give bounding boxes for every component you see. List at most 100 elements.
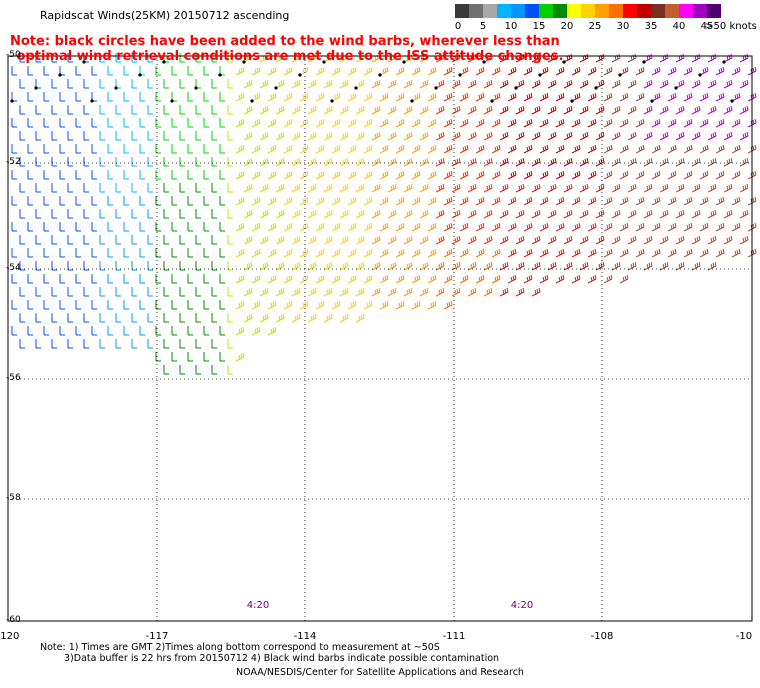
wind-barb [435, 235, 445, 245]
wind-barb [643, 235, 653, 245]
colorbar-swatch [525, 4, 539, 18]
wind-barb [203, 92, 209, 102]
wind-barb [699, 92, 709, 102]
wind-barb [483, 157, 493, 167]
wind-barb [443, 144, 453, 154]
wind-barb [563, 209, 573, 219]
wind-barb [627, 261, 637, 271]
wind-barb [683, 118, 693, 128]
wind-barb [315, 92, 325, 102]
wind-barb [267, 248, 277, 258]
contamination-dot [570, 99, 574, 103]
wind-barb [91, 274, 97, 284]
wind-barb [43, 300, 49, 310]
wind-barb [179, 183, 185, 193]
wind-barb [219, 222, 225, 232]
wind-barb [739, 131, 749, 141]
wind-barb [107, 326, 113, 336]
wind-barb [195, 53, 201, 63]
wind-barb [307, 79, 317, 89]
wind-barb [523, 170, 533, 180]
wind-barb [523, 222, 533, 232]
wind-barb [675, 157, 685, 167]
wind-barb [443, 248, 453, 258]
wind-barb [579, 79, 589, 89]
contamination-dot [674, 86, 678, 90]
wind-barb [131, 261, 137, 271]
wind-barb [507, 118, 517, 128]
wind-barb [307, 287, 317, 297]
wind-barb [51, 53, 57, 63]
wind-barb [619, 222, 629, 232]
wind-barb [451, 287, 461, 297]
wind-barb [235, 118, 245, 128]
wind-barb [203, 196, 209, 206]
wind-barb [443, 92, 453, 102]
wind-barb [403, 157, 413, 167]
wind-barb [83, 339, 89, 349]
wind-barb [595, 261, 605, 271]
wind-barb [99, 235, 105, 245]
wind-barb [675, 209, 685, 219]
wind-barb [459, 222, 469, 232]
wind-barb [563, 79, 573, 89]
wind-barb [203, 300, 209, 310]
wind-barb [379, 248, 389, 258]
wind-barb [379, 144, 389, 154]
wind-barb [291, 105, 301, 115]
wind-barb [363, 170, 373, 180]
wind-barb [235, 66, 245, 76]
wind-barb [667, 92, 677, 102]
wind-barb [611, 105, 621, 115]
wind-barb [123, 326, 129, 336]
wind-barb [243, 209, 253, 219]
wind-barb [491, 248, 501, 258]
wind-barb [515, 105, 525, 115]
wind-barb [131, 339, 137, 349]
wind-barb [739, 183, 749, 193]
wind-barb [739, 209, 749, 219]
contamination-dot [562, 60, 566, 64]
wind-barb [371, 105, 381, 115]
wind-barb [571, 222, 581, 232]
contamination-dot [490, 99, 494, 103]
wind-barb [379, 118, 389, 128]
wind-barb [459, 274, 469, 284]
wind-barb [611, 157, 621, 167]
wind-barb [251, 118, 261, 128]
wind-barb [691, 157, 701, 167]
wind-barb [107, 118, 113, 128]
wind-barb [291, 157, 301, 167]
wind-barb [163, 365, 169, 375]
wind-barb [91, 326, 97, 336]
wind-barb [563, 157, 573, 167]
wind-barb [75, 196, 81, 206]
wind-barb [291, 131, 301, 141]
wind-barb [91, 118, 97, 128]
wind-barb [203, 222, 209, 232]
wind-barb [707, 105, 717, 115]
wind-barb [515, 261, 525, 271]
wind-barb [371, 131, 381, 141]
wind-barb [347, 274, 357, 284]
wind-barb [451, 183, 461, 193]
wind-barb [75, 326, 81, 336]
wind-barb [483, 287, 493, 297]
wind-barb [587, 248, 597, 258]
wind-barb [715, 144, 725, 154]
footnote-line-2: 3)Data buffer is 22 hrs from 20150712 4)… [64, 653, 500, 664]
wind-barb [403, 79, 413, 89]
wind-barb [675, 79, 685, 89]
wind-barb [43, 66, 49, 76]
wind-barb [507, 222, 517, 232]
wind-barb [235, 352, 245, 362]
wind-barb [51, 183, 57, 193]
wind-barb [51, 157, 57, 167]
wind-barb [83, 183, 89, 193]
contamination-note: Note: black circles have been added to t… [10, 34, 570, 64]
wind-barb [163, 157, 169, 167]
wind-barb [515, 157, 525, 167]
contamination-dot [242, 60, 246, 64]
wind-barb [619, 196, 629, 206]
wind-barb [507, 92, 517, 102]
